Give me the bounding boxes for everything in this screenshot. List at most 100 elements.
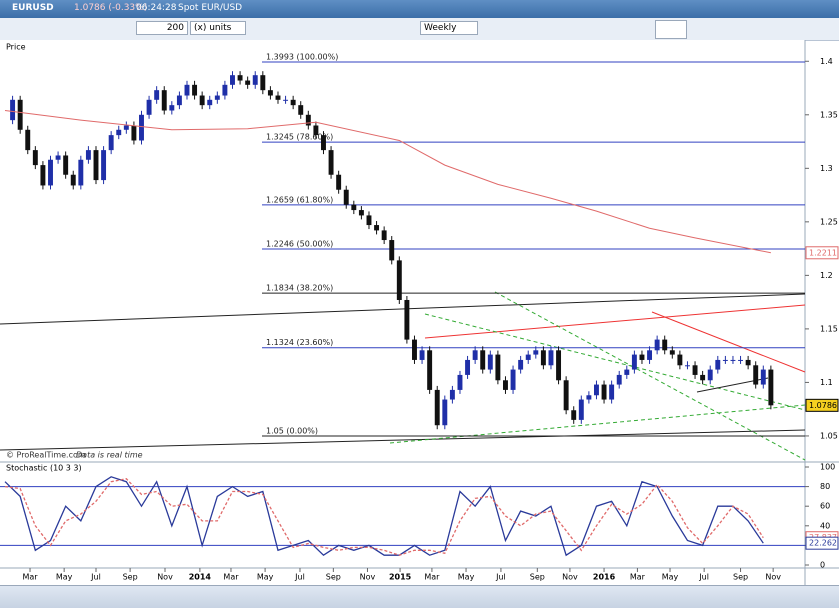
x-tick-label: Jul <box>495 573 506 582</box>
copyright: © ProRealTime.com <box>6 451 86 460</box>
plot-background <box>0 40 805 568</box>
candle <box>396 260 402 300</box>
candle <box>495 354 501 381</box>
candle <box>707 369 713 381</box>
candle <box>722 359 728 361</box>
units-select[interactable]: (x) units <box>190 21 246 35</box>
candle <box>207 99 213 106</box>
candle <box>70 174 76 186</box>
candle <box>412 339 417 360</box>
candle <box>518 359 524 370</box>
candle <box>93 150 99 181</box>
trend-line <box>424 313 806 411</box>
title-bar: EURUSD 1.0786 (-0.33%) 06:24:28 Spot EUR… <box>0 0 839 18</box>
y-tick-label: 1.05 <box>820 431 838 440</box>
candle <box>123 125 129 130</box>
candle <box>245 80 251 85</box>
level-label: 1.2246 (50.00%) <box>266 240 333 249</box>
x-tick-label: Jul <box>90 573 101 582</box>
last-value-label: 1.0786 <box>809 401 837 410</box>
candle <box>662 339 668 351</box>
clock: 06:24:28 <box>136 3 177 13</box>
candle <box>601 384 607 400</box>
candle <box>252 75 258 85</box>
candle <box>184 84 190 96</box>
x-tick-label: Jul <box>294 573 305 582</box>
candle <box>449 389 455 400</box>
timeframe-select[interactable]: Weekly <box>420 21 478 35</box>
x-tick-label: 2014 <box>189 573 212 582</box>
order-bar: 200 (x) units Weekly <box>0 18 839 41</box>
x-tick-label: Mar <box>223 573 239 582</box>
candle <box>366 215 372 226</box>
candle <box>139 114 144 141</box>
candle <box>283 99 289 101</box>
candle <box>78 159 84 186</box>
candle <box>753 365 759 385</box>
y-tick-label: 80 <box>820 482 830 491</box>
y-tick-label: 1.4 <box>820 57 833 66</box>
candle <box>760 369 766 385</box>
trend-line <box>651 311 806 373</box>
candle <box>63 155 69 175</box>
candle <box>457 374 463 390</box>
y-tick-label: 1.35 <box>820 110 838 119</box>
last-value-box <box>805 246 839 260</box>
candle <box>768 369 774 406</box>
x-tick-label: May <box>662 573 679 582</box>
candle <box>540 350 546 366</box>
level-label: 1.05 (0.00%) <box>266 426 318 435</box>
candle <box>101 150 107 181</box>
candle <box>647 350 653 360</box>
candle <box>654 339 660 351</box>
symbol[interactable]: EURUSD <box>12 3 54 13</box>
candle <box>487 354 493 370</box>
quantity-input[interactable]: 200 <box>136 21 188 35</box>
candle <box>700 374 706 381</box>
x-tick-label: Nov <box>562 573 578 582</box>
x-tick-label: May <box>458 573 475 582</box>
realtime-note: Data is real time <box>76 451 143 460</box>
x-tick-label: 2015 <box>389 573 412 582</box>
candle <box>298 105 304 115</box>
candle <box>609 384 615 400</box>
candle <box>290 99 296 106</box>
candle <box>55 155 61 160</box>
trend-line <box>494 291 806 461</box>
panel-title[interactable]: Price <box>6 43 26 52</box>
candle <box>578 399 584 420</box>
candle <box>745 359 751 366</box>
x-tick-label: May <box>56 573 73 582</box>
candle <box>17 99 23 130</box>
candle <box>199 95 205 106</box>
series-line <box>4 110 771 254</box>
candle <box>692 365 698 375</box>
candle <box>10 99 16 121</box>
x-tick-label: May <box>257 573 274 582</box>
panel-title[interactable]: Stochastic (10 3 3) <box>6 464 82 473</box>
last-value-label: 22.262 <box>809 539 837 548</box>
candle <box>374 225 380 231</box>
last-value-box <box>805 536 839 550</box>
candle <box>548 350 554 366</box>
x-tick-label: Jul <box>698 573 709 582</box>
candle <box>525 354 531 360</box>
x-tick-label: Mar <box>630 573 646 582</box>
candle <box>328 150 334 175</box>
x-tick-label: Sep <box>326 573 341 582</box>
candle <box>222 84 228 96</box>
x-tick-label: Nov <box>360 573 376 582</box>
candle <box>32 150 38 166</box>
candle <box>275 95 281 100</box>
candle <box>336 174 342 190</box>
level-label: 1.3245 (78.60%) <box>266 133 333 142</box>
candle <box>214 95 220 100</box>
candle <box>108 135 114 151</box>
y-tick-label: 1.25 <box>820 217 838 226</box>
candle <box>404 299 410 340</box>
y-tick-label: 1.15 <box>820 324 838 333</box>
chart-type-button[interactable] <box>655 20 687 39</box>
candle <box>116 129 122 136</box>
chart-area: Price Stochastic (10 3 3) © ProRealTime.… <box>0 40 839 585</box>
candle <box>480 350 486 370</box>
